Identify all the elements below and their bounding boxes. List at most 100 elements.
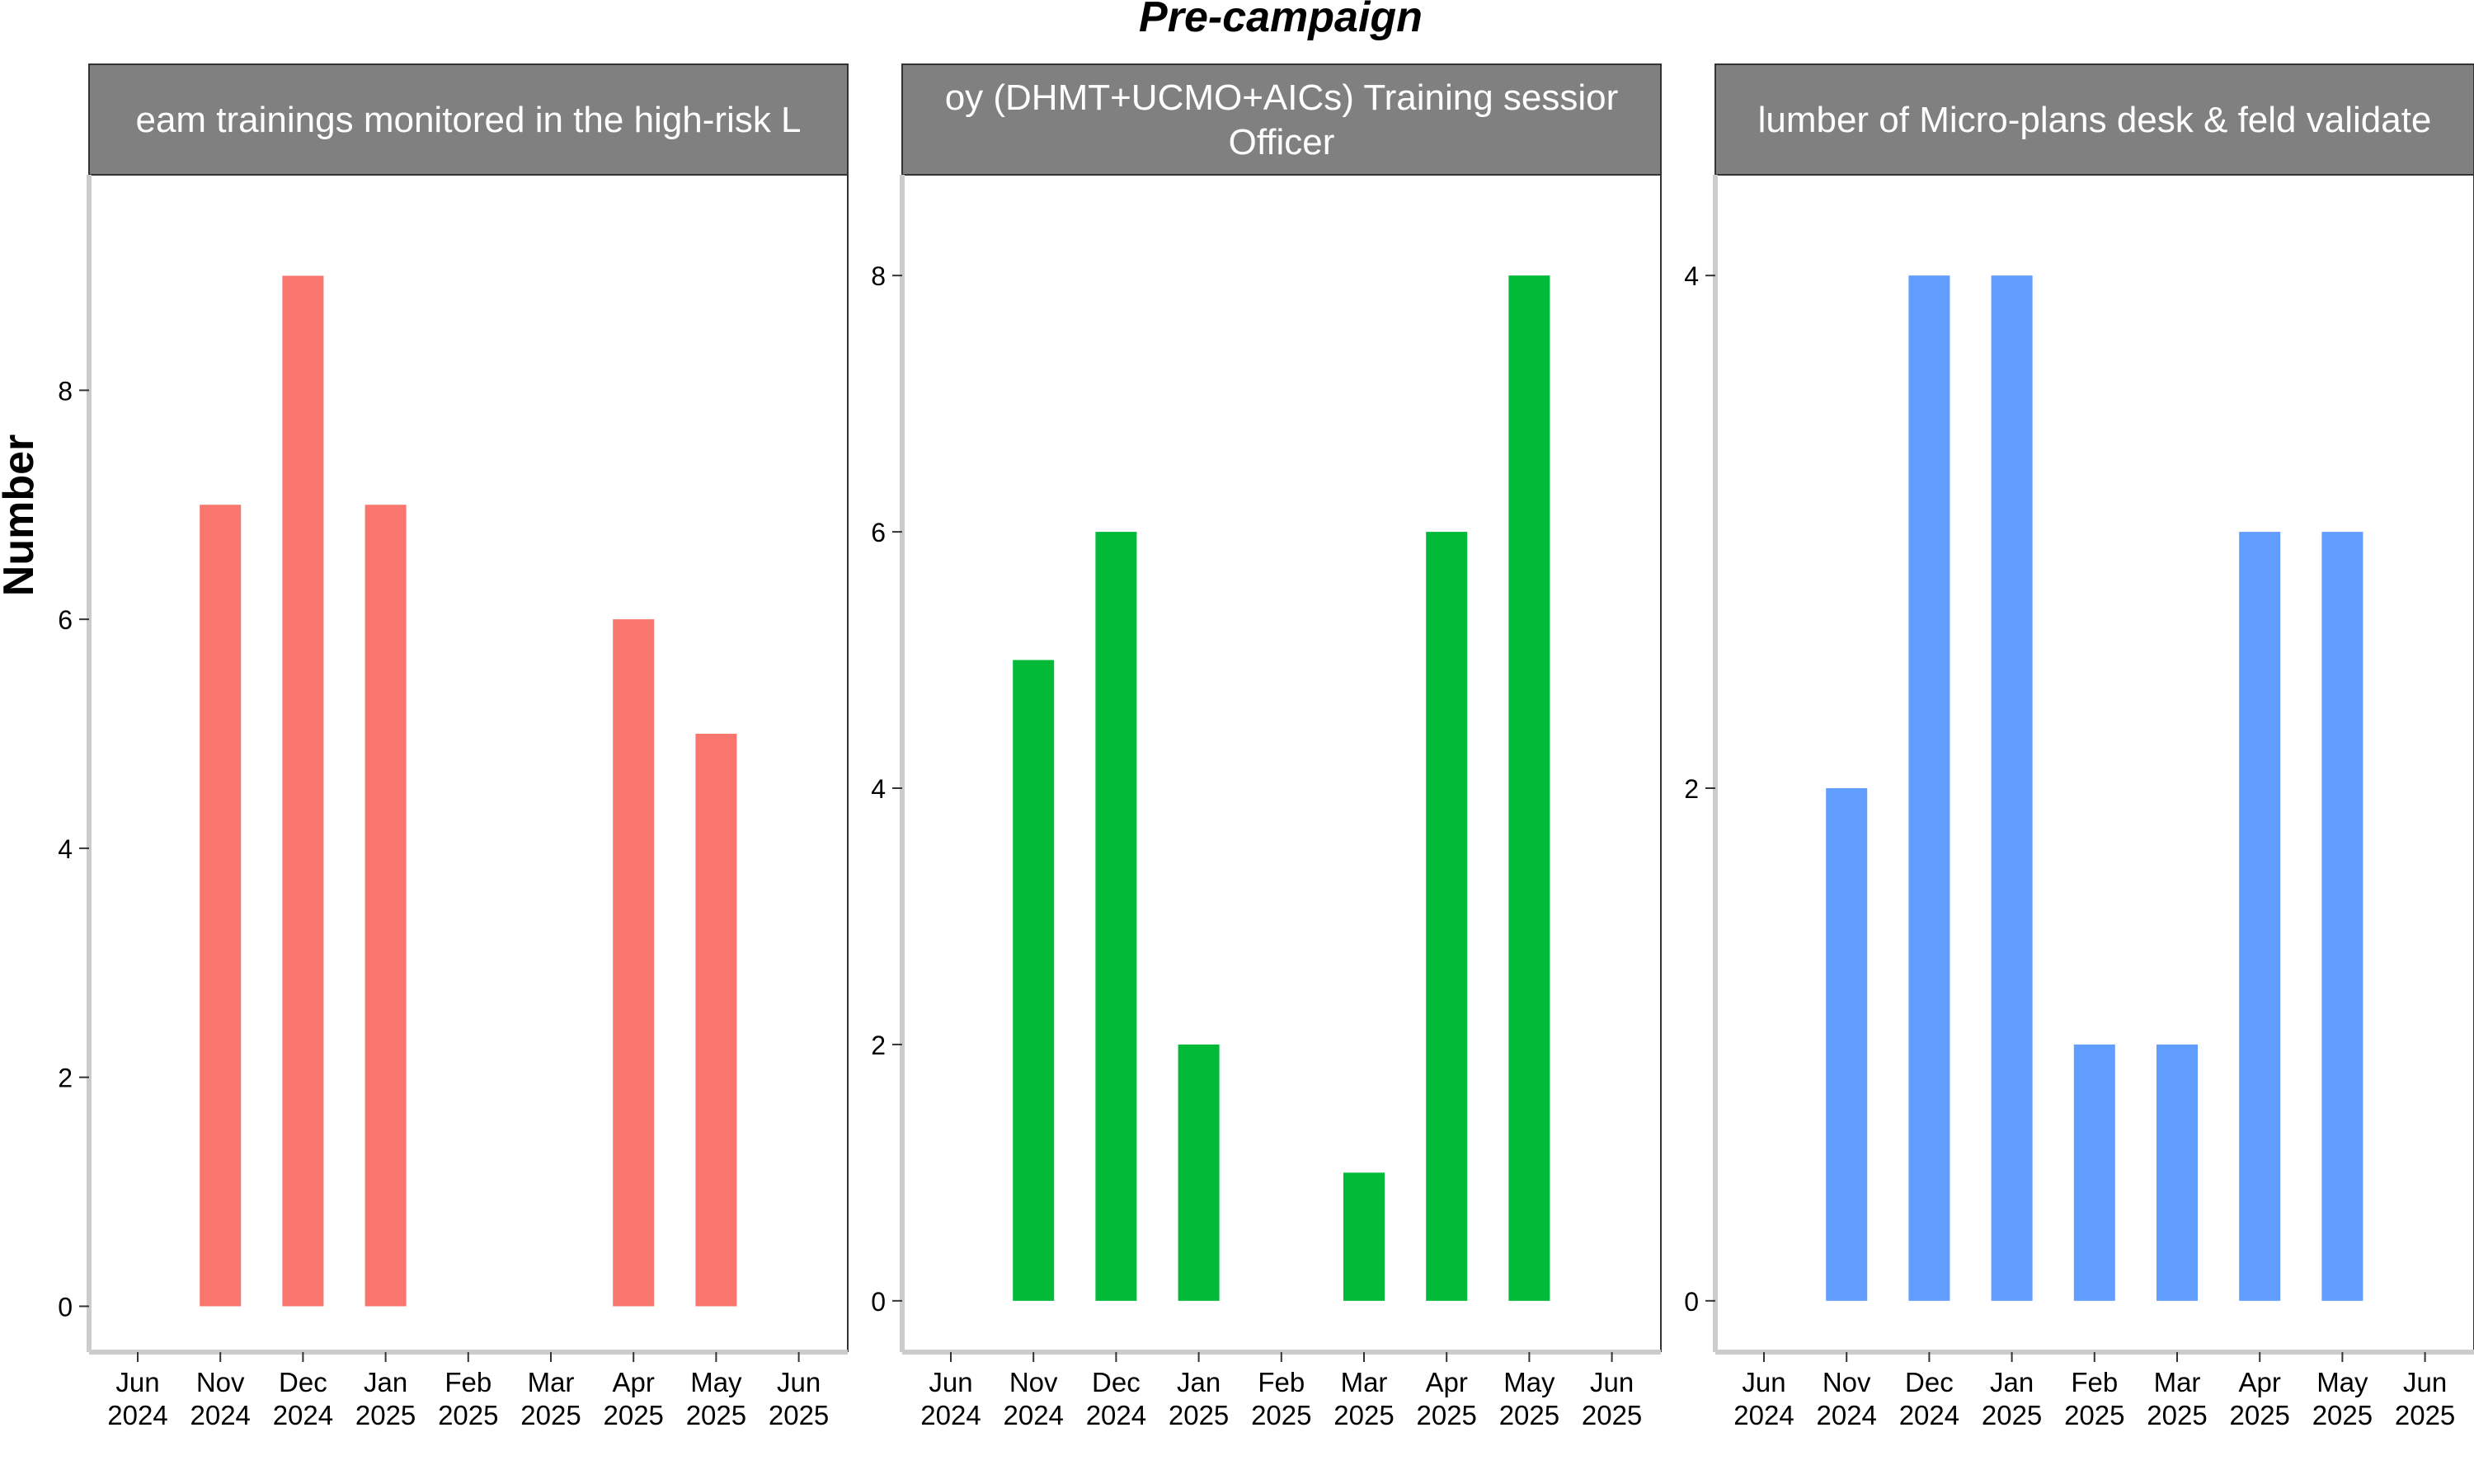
x-tick-year: 2024 (107, 1400, 167, 1430)
x-tick-month: Jun (1590, 1367, 1634, 1397)
bar (1991, 275, 2033, 1301)
bar (1508, 275, 1550, 1301)
bar (1908, 275, 1950, 1301)
x-tick-month: May (690, 1367, 742, 1397)
y-tick-label: 0 (1684, 1287, 1699, 1317)
x-tick-month: Jun (115, 1367, 159, 1397)
x-tick-month: Apr (1426, 1367, 1468, 1397)
y-tick-label: 4 (58, 834, 73, 864)
bar (1095, 532, 1137, 1301)
x-tick-month: Jun (1742, 1367, 1785, 1397)
x-tick-month: Dec (279, 1367, 327, 1397)
x-tick-year: 2024 (1086, 1400, 1146, 1430)
bar (2073, 1044, 2115, 1301)
y-axis-label: Number (0, 434, 43, 596)
bar (1178, 1044, 1220, 1301)
x-tick-month: Jun (2403, 1367, 2447, 1397)
panel-strip (88, 63, 849, 176)
x-tick-month: Apr (2239, 1367, 2281, 1397)
x-tick-year: 2025 (2064, 1400, 2124, 1430)
x-tick-month: Apr (613, 1367, 655, 1397)
bar (2239, 532, 2281, 1301)
panel-strip (901, 63, 1662, 176)
x-tick-year: 2025 (355, 1400, 416, 1430)
bar (282, 275, 324, 1307)
x-tick-month: Jan (364, 1367, 407, 1397)
x-tick-month: Dec (1905, 1367, 1954, 1397)
x-tick-year: 2024 (1899, 1400, 1959, 1430)
bar (613, 619, 655, 1307)
x-tick-year: 2025 (1169, 1400, 1229, 1430)
panel-strip-text-group: oy (DHMT+UCMO+AICs) Training sessiorOffi… (945, 77, 1619, 162)
x-tick-year: 2025 (769, 1400, 829, 1430)
panel-title-line: eam trainings monitored in the high-risk… (135, 100, 801, 140)
x-tick-month: Jun (777, 1367, 821, 1397)
x-tick-year: 2025 (1982, 1400, 2042, 1430)
x-tick-month: Jan (1177, 1367, 1221, 1397)
bar (200, 505, 242, 1307)
x-tick-year: 2024 (273, 1400, 333, 1430)
x-tick-month: Dec (1092, 1367, 1141, 1397)
x-tick-month: May (1503, 1367, 1555, 1397)
bar (2157, 1044, 2198, 1301)
x-tick-month: Nov (1823, 1367, 1871, 1397)
y-tick-label: 6 (58, 605, 73, 635)
y-tick-label: 0 (871, 1287, 886, 1317)
panel-title-line: lumber of Micro-plans desk & feld valida… (1758, 100, 2432, 140)
bar (365, 505, 407, 1307)
x-tick-year: 2025 (2147, 1400, 2207, 1430)
x-tick-year: 2025 (1499, 1400, 1559, 1430)
x-tick-month: Mar (528, 1367, 575, 1397)
x-tick-year: 2024 (190, 1400, 250, 1430)
x-tick-year: 2025 (2395, 1400, 2455, 1430)
panel-1: eam trainings monitored in the high-risk… (58, 63, 849, 1430)
y-tick-label: 4 (1684, 261, 1699, 291)
bar (1426, 532, 1468, 1301)
x-tick-year: 2024 (1003, 1400, 1063, 1430)
x-tick-year: 2025 (1582, 1400, 1642, 1430)
x-tick-year: 2025 (686, 1400, 746, 1430)
x-tick-month: Jan (1990, 1367, 2034, 1397)
x-tick-month: Feb (2071, 1367, 2118, 1397)
panel-2: oy (DHMT+UCMO+AICs) Training sessiorOffi… (871, 63, 1662, 1430)
panel-3: lumber of Micro-plans desk & feld valida… (1684, 63, 2474, 1430)
x-tick-month: Mar (2154, 1367, 2201, 1397)
bar (1343, 1172, 1385, 1301)
bar (695, 734, 737, 1307)
x-tick-month: Jun (929, 1367, 972, 1397)
chart-title: Pre-campaign (1139, 0, 1423, 41)
y-tick-label: 8 (871, 261, 886, 291)
panel-strip (1714, 63, 2474, 176)
x-tick-year: 2025 (1333, 1400, 1394, 1430)
bar (1826, 788, 1868, 1301)
x-tick-year: 2024 (1816, 1400, 1876, 1430)
y-tick-label: 0 (58, 1292, 73, 1322)
y-tick-label: 2 (58, 1064, 73, 1093)
y-tick-label: 8 (58, 376, 73, 406)
panels: eam trainings monitored in the high-risk… (58, 63, 2474, 1430)
bar (2321, 532, 2363, 1301)
x-tick-month: Nov (196, 1367, 245, 1397)
bar (1013, 660, 1055, 1301)
panel-title-line: Officer (1229, 122, 1335, 162)
x-tick-year: 2025 (520, 1400, 581, 1430)
x-tick-year: 2025 (2312, 1400, 2373, 1430)
x-tick-year: 2025 (438, 1400, 498, 1430)
x-tick-month: Nov (1009, 1367, 1058, 1397)
x-tick-year: 2025 (2229, 1400, 2289, 1430)
y-tick-label: 4 (871, 774, 886, 804)
x-tick-year: 2024 (1733, 1400, 1794, 1430)
y-tick-label: 2 (1684, 774, 1699, 804)
x-tick-month: Feb (444, 1367, 492, 1397)
x-tick-year: 2025 (1416, 1400, 1476, 1430)
x-tick-year: 2024 (920, 1400, 981, 1430)
panel-strip-text-group: lumber of Micro-plans desk & feld valida… (1758, 100, 2432, 140)
x-tick-year: 2025 (603, 1400, 663, 1430)
x-tick-month: Mar (1341, 1367, 1388, 1397)
y-tick-label: 2 (871, 1031, 886, 1060)
x-tick-year: 2025 (1251, 1400, 1311, 1430)
x-tick-month: May (2316, 1367, 2368, 1397)
x-tick-month: Feb (1258, 1367, 1305, 1397)
panel-strip-text-group: eam trainings monitored in the high-risk… (135, 100, 801, 140)
